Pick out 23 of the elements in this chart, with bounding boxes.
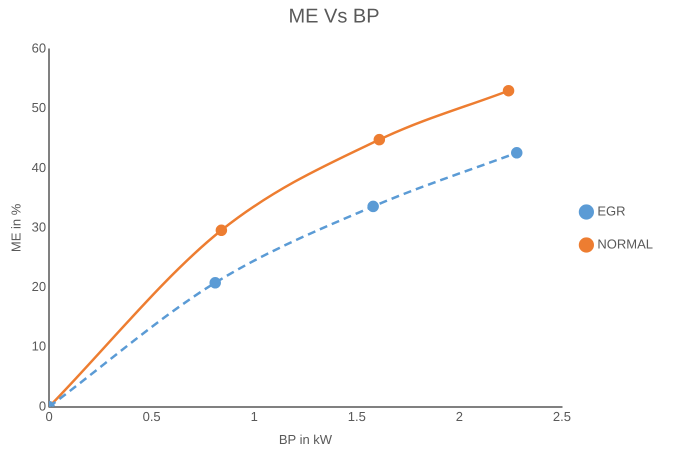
y-tick-label: 50 xyxy=(32,100,46,116)
y-tick-label: 0 xyxy=(38,398,46,414)
y-tick-label: 30 xyxy=(32,219,46,234)
y-axis-title: ME in % xyxy=(8,203,24,252)
chart-title: ME Vs BP xyxy=(288,6,380,28)
legend-label: EGR xyxy=(597,204,626,219)
point xyxy=(511,147,523,159)
x-tick-label: 2.5 xyxy=(552,409,571,424)
y-tick-label: 40 xyxy=(32,160,46,175)
y-tick-label: 10 xyxy=(32,338,46,354)
point xyxy=(216,224,228,236)
x-tick-label: 1 xyxy=(250,409,258,424)
x-tick-label: 2 xyxy=(456,409,463,424)
point xyxy=(367,200,379,212)
x-axis-title: BP in kW xyxy=(278,432,333,447)
x-tick-label: 1.5 xyxy=(348,409,366,424)
legend-label: NORMAL xyxy=(597,236,654,252)
x-tick-label: 0.5 xyxy=(142,409,161,424)
point xyxy=(209,277,221,289)
point xyxy=(374,134,386,146)
point xyxy=(502,84,514,96)
y-tick-label: 60 xyxy=(32,40,46,56)
y-tick-label: 20 xyxy=(32,279,46,294)
